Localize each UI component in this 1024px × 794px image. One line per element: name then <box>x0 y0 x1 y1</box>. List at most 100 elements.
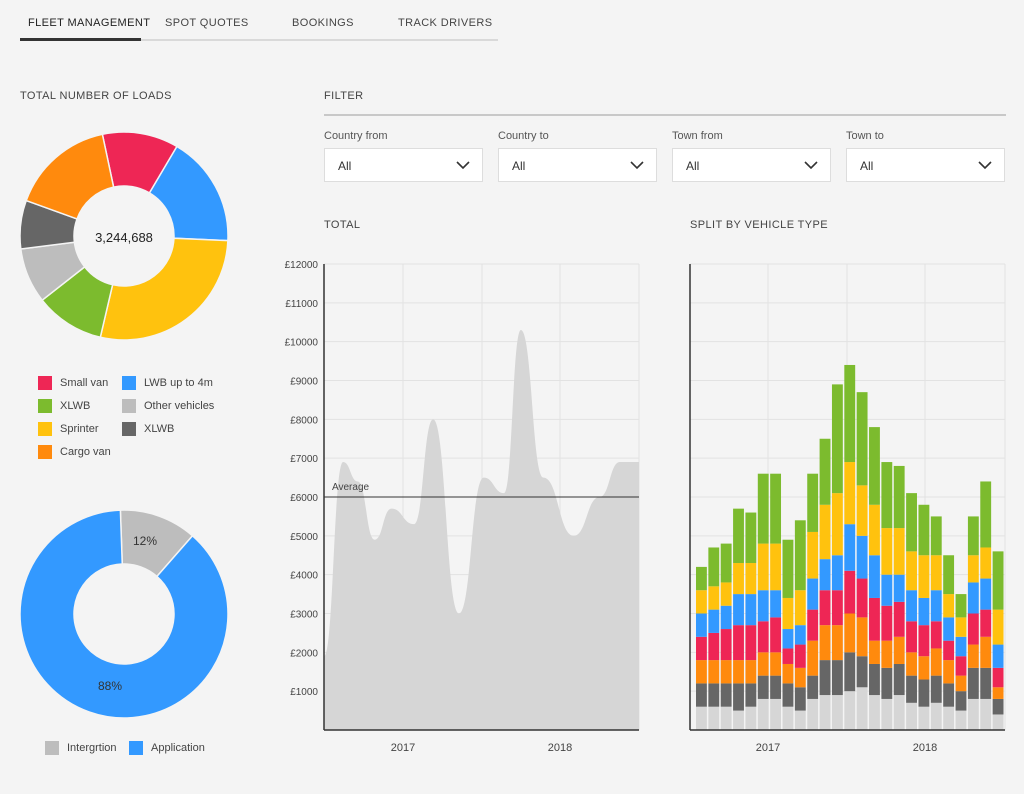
select-value: All <box>686 159 700 173</box>
filter-divider <box>324 114 1006 116</box>
legend-cargo-van: Cargo van <box>38 445 111 461</box>
bar-segment <box>708 609 720 633</box>
bar-segment <box>831 555 843 591</box>
bar-segment <box>906 702 917 730</box>
bar-segment <box>992 714 1004 730</box>
bar-segment <box>782 629 794 649</box>
bar-segment <box>955 691 967 711</box>
tab-bookings[interactable]: BOOKINGS <box>292 17 354 29</box>
y-tick-label: £9000 <box>290 377 318 388</box>
legend-xlwb: XLWB <box>38 399 90 415</box>
bar-segment <box>782 683 794 707</box>
bar-segment <box>893 465 905 529</box>
top-tab-bar: FLEET MANAGEMENT SPOT QUOTES BOOKINGS TR… <box>20 0 498 41</box>
select-value: All <box>860 159 874 173</box>
bar-segment <box>906 675 917 703</box>
bar-segment <box>869 597 880 641</box>
split-chart-title: SPLIT BY VEHICLE TYPE <box>690 219 829 231</box>
bar-segment <box>720 660 732 684</box>
bar-segment <box>844 570 856 614</box>
legend-sprinter: Sprinter <box>38 422 99 438</box>
bar-segment <box>807 675 819 699</box>
town-to-label: Town to <box>846 130 884 142</box>
chevron-down-icon <box>630 161 644 170</box>
bar-segment <box>992 644 1004 668</box>
bar-segment <box>881 667 893 699</box>
y-tick-label: £7000 <box>290 454 318 465</box>
town-to-select[interactable]: All <box>846 148 1005 182</box>
country-to-select[interactable]: All <box>498 148 657 182</box>
bar-segment <box>782 539 794 598</box>
bar-segment <box>967 667 979 699</box>
bar-segment <box>930 590 942 622</box>
country-to-label: Country to <box>498 130 549 142</box>
bar-segment <box>696 613 707 637</box>
bar-segment <box>720 706 732 730</box>
tab-fleet-management[interactable]: FLEET MANAGEMENT <box>28 17 151 29</box>
bar-segment <box>696 683 707 707</box>
bar-segment <box>770 617 782 653</box>
bar-segment <box>696 566 707 591</box>
bar-segment <box>980 578 992 610</box>
bar-segment <box>955 617 967 637</box>
bar-segment <box>955 710 967 730</box>
bar-segment <box>819 438 831 505</box>
legend-swatch <box>38 422 52 436</box>
total-area-chart: £1000 £2000 £3000 £4000 £5000 £6000 £7000 £8000… <box>285 260 640 754</box>
bar-segment <box>980 547 992 579</box>
bar-segment <box>794 710 806 730</box>
bar-segment <box>943 617 955 641</box>
x-tick-label: 2018 <box>548 742 572 754</box>
legend-swatch <box>122 376 136 390</box>
y-tick-label: £3000 <box>290 610 318 621</box>
application-percent: 88% <box>98 679 123 693</box>
bar-segment <box>708 632 720 661</box>
select-value: All <box>338 159 352 173</box>
filter-title: FILTER <box>324 90 364 102</box>
bar-segment <box>807 531 819 579</box>
bar-segment <box>807 609 819 641</box>
bar-segment <box>819 559 831 591</box>
town-from-select[interactable]: All <box>672 148 831 182</box>
bar-segment <box>893 528 905 575</box>
bar-segment <box>757 473 769 544</box>
country-from-select[interactable]: All <box>324 148 483 182</box>
bar-segment <box>708 683 720 707</box>
loads-donut-chart <box>20 132 228 340</box>
bar-segment <box>930 516 942 556</box>
bar-segment <box>906 590 917 622</box>
legend-lwb-up-to-4m: LWB up to 4m <box>122 376 213 392</box>
loads-total-value: 3,244,688 <box>95 230 153 245</box>
legend-label: XLWB <box>60 400 91 412</box>
bar-segment <box>992 667 1004 688</box>
bar-segment <box>782 663 794 684</box>
loads-title: TOTAL NUMBER OF LOADS <box>20 90 172 102</box>
bar-segment <box>831 625 843 661</box>
bar-segment <box>943 640 955 661</box>
bar-segment <box>844 524 856 571</box>
bar-segment <box>831 660 843 696</box>
average-label: Average <box>332 482 370 493</box>
bar-segment <box>708 547 720 587</box>
active-tab-indicator <box>20 38 141 41</box>
y-tick-label: £11000 <box>285 299 318 310</box>
tab-spot-quotes[interactable]: SPOT QUOTES <box>165 17 249 29</box>
tab-track-drivers[interactable]: TRACK DRIVERS <box>398 17 493 29</box>
bar-segment <box>980 698 992 730</box>
bar-segment <box>807 578 819 610</box>
bar-segment <box>980 481 992 548</box>
y-tick-label: £8000 <box>290 415 318 426</box>
source-donut-chart <box>20 510 228 718</box>
bar-segment <box>906 652 917 676</box>
bar-segment <box>856 535 868 579</box>
bar-segment <box>757 652 769 676</box>
bar-segment <box>794 590 806 626</box>
legend-other-vehicles: Other vehicles <box>122 399 214 415</box>
town-from-label: Town from <box>672 130 723 142</box>
legend-swatch <box>129 741 143 755</box>
bar-segment <box>844 613 856 653</box>
legend-label: Sprinter <box>60 423 99 435</box>
bar-segment <box>881 698 893 730</box>
bar-segment <box>918 625 930 657</box>
bar-segment <box>918 679 930 707</box>
